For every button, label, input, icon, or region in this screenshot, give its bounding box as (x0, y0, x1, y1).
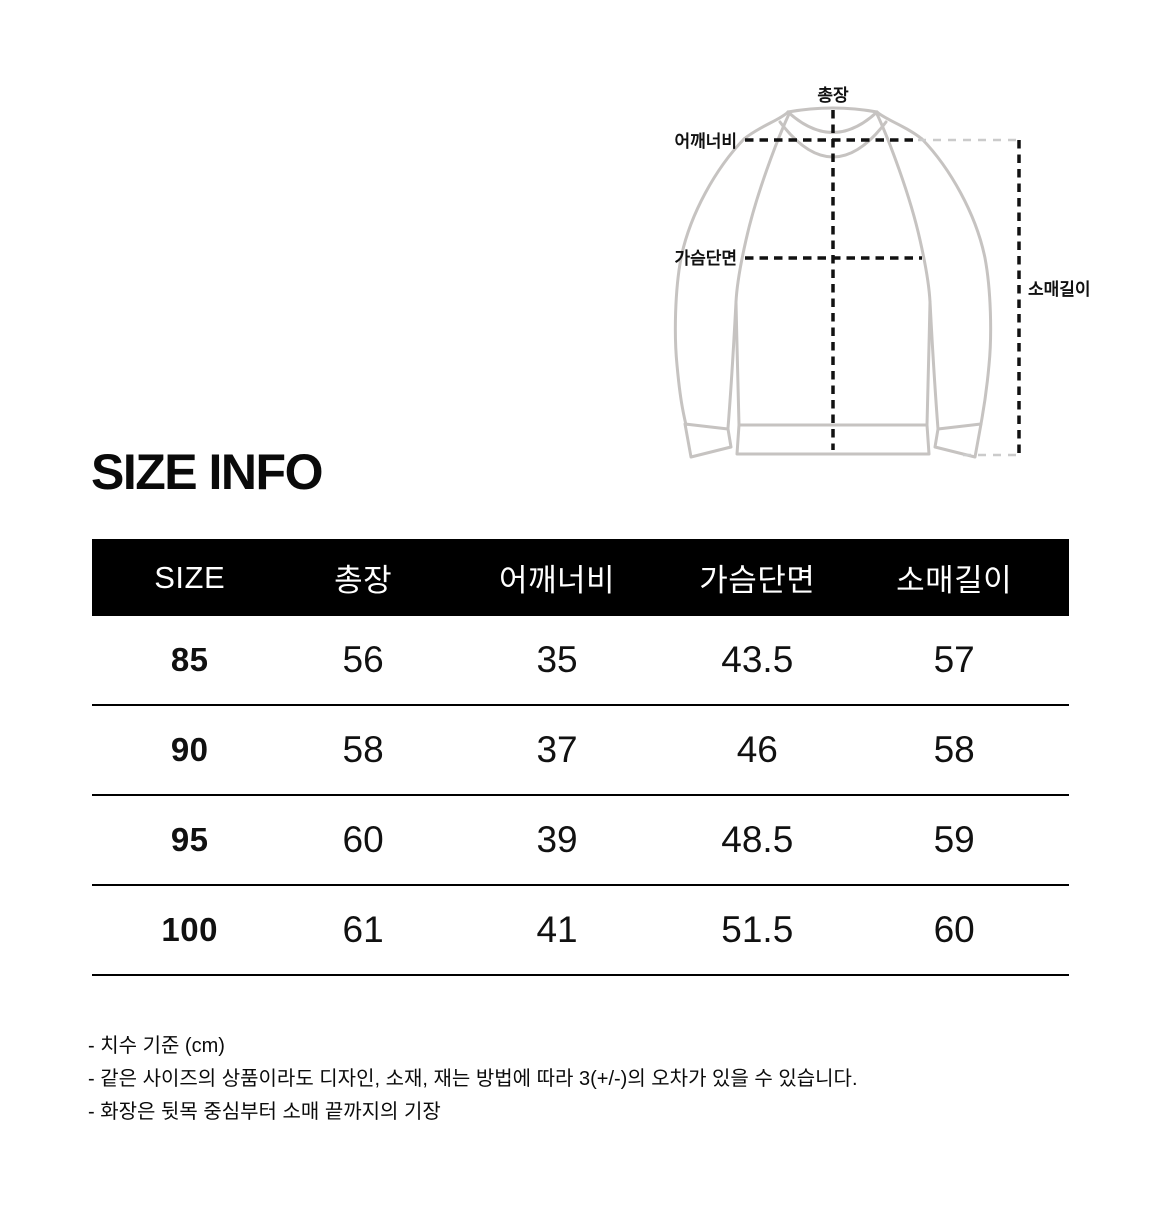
diagram-label-chest-width: 가슴단면 (674, 249, 737, 268)
value-cell: 60 (342, 819, 384, 860)
sweatshirt-outline (673, 106, 993, 459)
diagram-label-total-length: 총장 (817, 86, 849, 105)
note-line: - 치수 기준 (cm) (88, 1035, 225, 1057)
value-cell: 60 (933, 909, 975, 950)
header-cell-chest-width: 가슴단면 (699, 563, 816, 598)
value-cell: 43.5 (721, 639, 794, 680)
table-row: 90 58 37 46 58 (92, 706, 1069, 796)
table-row: 100 61 41 51.5 60 (92, 886, 1069, 976)
header-cell-shoulder-width: 어깨너비 (498, 563, 616, 598)
table-row: 85 56 35 43.5 57 (92, 616, 1069, 706)
value-cell: 61 (342, 909, 384, 950)
diagram-label-shoulder-width: 어깨너비 (674, 132, 737, 151)
size-diagram: 총장 어깨너비 가슴단면 소매길이 (673, 86, 1091, 459)
value-cell: 59 (933, 819, 975, 860)
measure-lines (745, 110, 1021, 453)
value-cell: 41 (536, 909, 578, 950)
size-cell: 90 (170, 731, 209, 768)
header-cell-size: SIZE (154, 559, 226, 595)
size-table: SIZE 총장 어깨너비 가슴단면 소매길이 85 56 35 43.5 57 … (92, 539, 1069, 976)
value-cell: 39 (536, 819, 578, 860)
value-cell: 46 (736, 729, 778, 770)
value-cell: 48.5 (721, 819, 794, 860)
size-cell: 100 (161, 911, 218, 948)
page-title: SIZE INFO (91, 444, 323, 500)
header-cell-sleeve-length: 소매길이 (896, 563, 1013, 598)
value-cell: 58 (342, 729, 384, 770)
header-cell-total-length: 총장 (334, 563, 393, 598)
size-cell: 85 (170, 641, 209, 678)
value-cell: 58 (933, 729, 975, 770)
note-line: - 화장은 뒷목 중심부터 소매 끝까지의 기장 (88, 1101, 441, 1123)
measure-extension-lines (918, 138, 1019, 457)
size-cell: 95 (170, 821, 209, 858)
size-notes: - 치수 기준 (cm) - 같은 사이즈의 상품이라도 디자인, 소재, 재는… (88, 1030, 858, 1129)
value-cell: 37 (536, 729, 578, 770)
diagram-label-sleeve-length: 소매길이 (1028, 280, 1091, 299)
value-cell: 35 (536, 639, 578, 680)
table-row: 95 60 39 48.5 59 (92, 796, 1069, 886)
size-table-header: SIZE 총장 어깨너비 가슴단면 소매길이 (92, 539, 1069, 616)
value-cell: 51.5 (721, 909, 794, 950)
note-line: - 같은 사이즈의 상품이라도 디자인, 소재, 재는 방법에 따라 3(+/-… (88, 1068, 858, 1090)
value-cell: 56 (342, 639, 384, 680)
value-cell: 57 (933, 639, 975, 680)
